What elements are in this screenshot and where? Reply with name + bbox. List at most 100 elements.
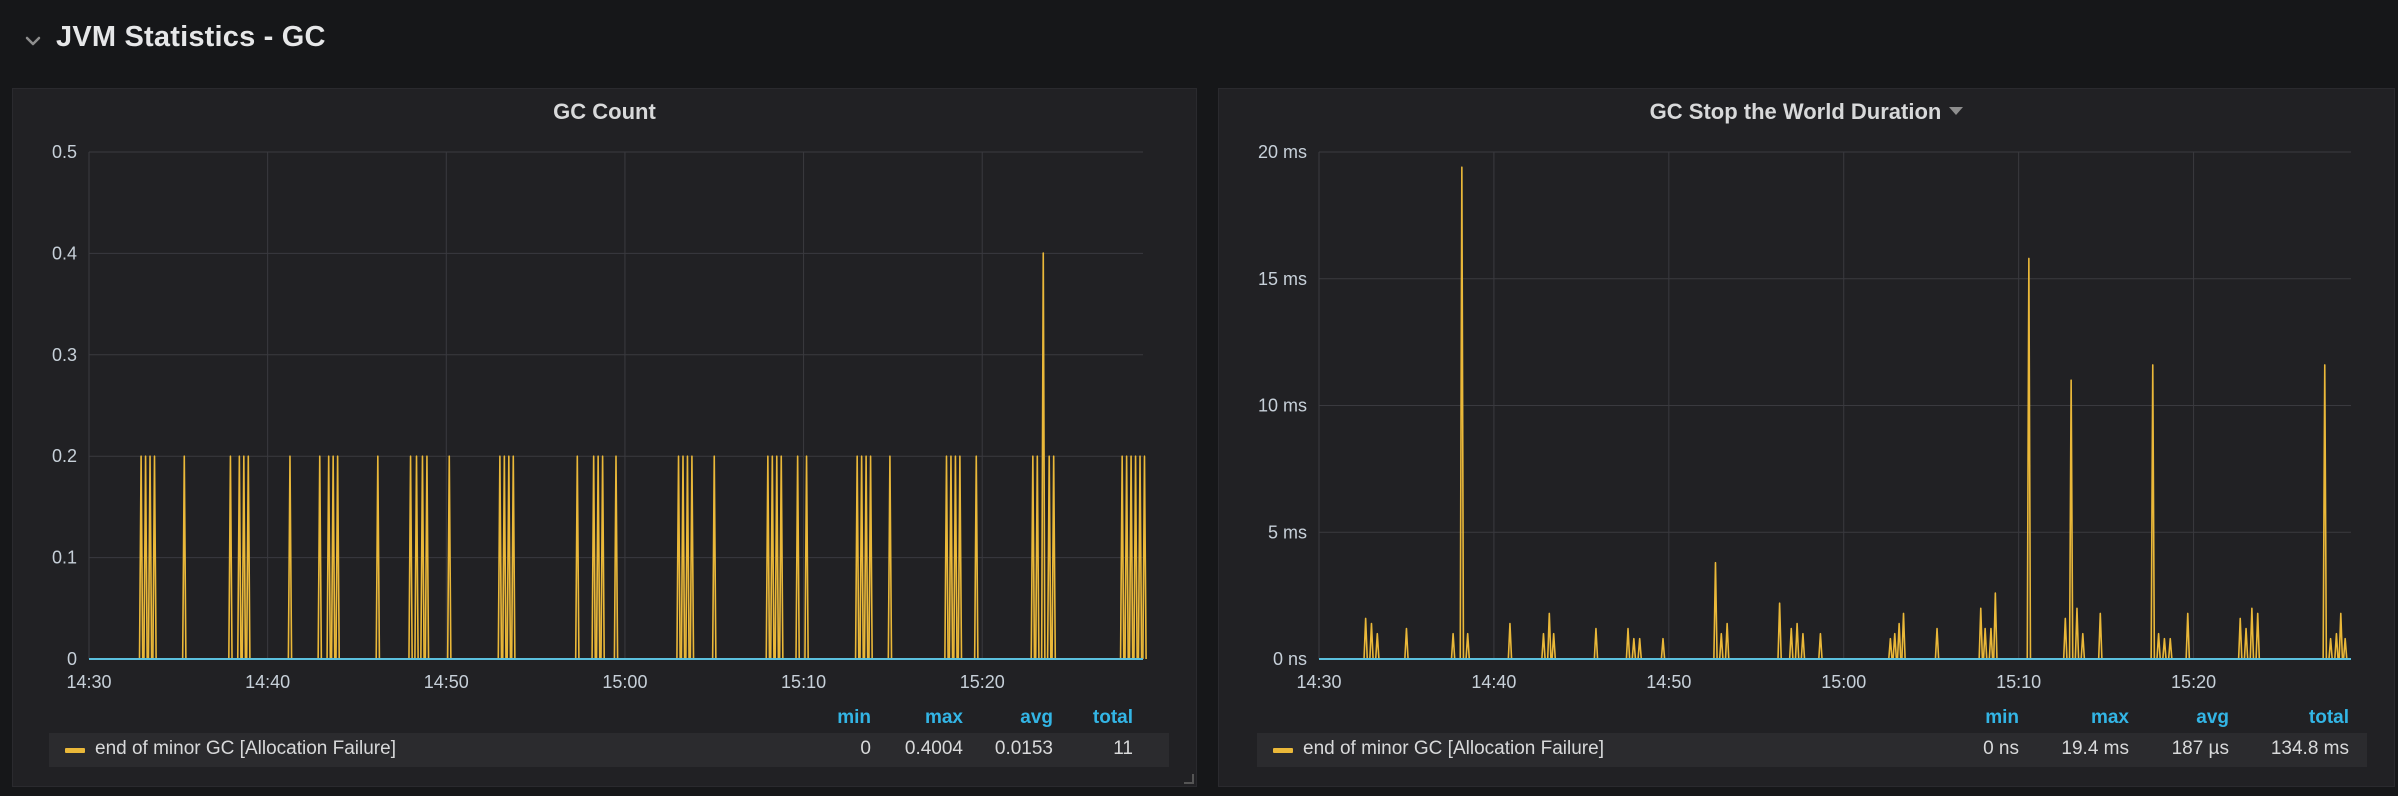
data-spike (181, 455, 187, 660)
legend-header-avg[interactable]: avg (2196, 707, 2229, 728)
legend-series-row[interactable]: end of minor GC [Allocation Failure] 0 n… (1257, 733, 2367, 767)
data-spike (1788, 627, 1794, 660)
data-spike (1034, 455, 1040, 660)
caret-down-icon[interactable] (1949, 107, 1964, 116)
legend-value-avg: 0.0153 (994, 738, 1053, 759)
data-spike (711, 455, 717, 660)
data-spike (510, 455, 516, 660)
y-tick-label: 0.2 (52, 446, 77, 466)
data-spike (2074, 607, 2080, 660)
series-color-swatch[interactable] (65, 748, 85, 753)
y-tick-label: 10 ms (1258, 396, 1307, 416)
data-spike (774, 455, 780, 660)
panel-title[interactable]: GC Count (13, 99, 1196, 125)
data-spike (1046, 455, 1052, 660)
data-spike (446, 455, 452, 660)
data-spike (241, 455, 247, 660)
data-spike (1404, 627, 1409, 660)
data-spike (1892, 632, 1898, 660)
data-spike (1978, 607, 1984, 660)
legend-header-max[interactable]: max (2090, 707, 2129, 728)
data-spike (2097, 612, 2103, 660)
data-spike (326, 455, 332, 660)
legend-value-max: 19.4 ms (2061, 738, 2129, 759)
data-spike (2249, 607, 2255, 660)
legend-header-max[interactable]: max (924, 707, 963, 728)
legend-value-total: 134.8 ms (2270, 738, 2349, 759)
legend-series-name[interactable]: end of minor GC [Allocation Failure] (1303, 738, 1604, 759)
data-spike (1988, 627, 1994, 660)
data-spike (2237, 617, 2243, 660)
data-spike (1934, 627, 1940, 660)
data-spike (1541, 632, 1546, 660)
gc-count-graph[interactable]: 0 0.1 0.2 0.3 0.4 0.5 14:30 14:40 14:50 15:00 15:1… (13, 89, 1196, 689)
data-spike (1718, 632, 1724, 660)
data-spike (1593, 627, 1599, 660)
data-spike (948, 455, 954, 660)
data-spike (613, 455, 619, 660)
data-spike (501, 455, 507, 660)
y-tick-label: 5 ms (1268, 522, 1307, 542)
legend-header-total[interactable]: total (1092, 707, 1133, 728)
legend-header-min[interactable]: min (837, 707, 871, 728)
legend-header-total[interactable]: total (2308, 707, 2349, 728)
x-tick-label: 14:40 (245, 672, 290, 689)
data-spike (1887, 637, 1893, 660)
dashboard-row-header[interactable]: JVM Statistics - GC (0, 0, 2398, 86)
data-spike (1901, 612, 1906, 660)
data-spike (1660, 637, 1666, 660)
series-color-swatch[interactable] (1273, 748, 1293, 753)
data-spike (1133, 455, 1138, 660)
data-spike (2338, 612, 2344, 660)
data-spike (778, 455, 784, 660)
x-tick-label: 14:30 (66, 672, 111, 689)
data-spike (1546, 612, 1552, 660)
data-spike (2185, 612, 2191, 660)
data-spike (765, 455, 771, 660)
data-spike (1818, 632, 1823, 660)
x-tick-label: 15:10 (781, 672, 826, 689)
y-tick-label: 0.3 (52, 345, 77, 365)
data-spike (689, 455, 695, 660)
data-spike (1128, 455, 1134, 660)
legend-series-row[interactable]: end of minor GC [Allocation Failure] 0 0… (49, 733, 1169, 767)
data-spike (2162, 637, 2167, 660)
data-spike (2328, 637, 2333, 660)
data-spike (330, 455, 336, 660)
gc-count-panel: GC Count 0 0.1 0.2 0.3 0.4 0.5 14:30 14:40 14:50… (12, 88, 1197, 787)
panel-title[interactable]: GC Stop the World Duration (1219, 99, 2394, 125)
data-spike (143, 455, 148, 660)
data-spike (497, 455, 503, 660)
data-spike (2342, 637, 2348, 660)
legend-header-avg[interactable]: avg (1020, 707, 1053, 728)
y-tick-label: 0 ns (1273, 649, 1307, 669)
data-spike (1450, 632, 1456, 660)
legend-value-min: 0 (860, 738, 871, 759)
legend-series-name[interactable]: end of minor GC [Allocation Failure] (95, 738, 396, 759)
data-spike (317, 455, 323, 660)
x-tick-label: 15:10 (1996, 672, 2041, 689)
panel-resize-handle[interactable] (1184, 774, 1194, 784)
data-spike (854, 455, 860, 660)
data-spike (2243, 627, 2249, 660)
data-spike (1030, 455, 1036, 660)
data-spike (1625, 627, 1631, 660)
data-spike (2255, 612, 2261, 660)
data-spike (335, 455, 341, 660)
data-spike (795, 455, 801, 660)
x-tick-label: 14:50 (424, 672, 469, 689)
y-tick-label: 0.5 (52, 142, 77, 162)
gc-stw-graph[interactable]: 0 ns 5 ms 10 ms 15 ms 20 ms 14:30 14:40 14:50 15… (1219, 89, 2394, 689)
chevron-down-icon[interactable] (22, 30, 44, 52)
data-spike (1507, 622, 1513, 660)
legend-value-total: 11 (1113, 738, 1133, 759)
data-spike (1040, 252, 1046, 660)
data-spike (1374, 632, 1380, 660)
legend-header-min[interactable]: min (1985, 707, 2019, 728)
data-spike (1724, 622, 1730, 660)
row-title[interactable]: JVM Statistics - GC (56, 21, 326, 53)
data-spike (2334, 632, 2339, 660)
panel-title-text[interactable]: GC Count (553, 99, 656, 124)
data-spike (1119, 455, 1125, 660)
panel-title-text[interactable]: GC Stop the World Duration (1649, 99, 1942, 124)
